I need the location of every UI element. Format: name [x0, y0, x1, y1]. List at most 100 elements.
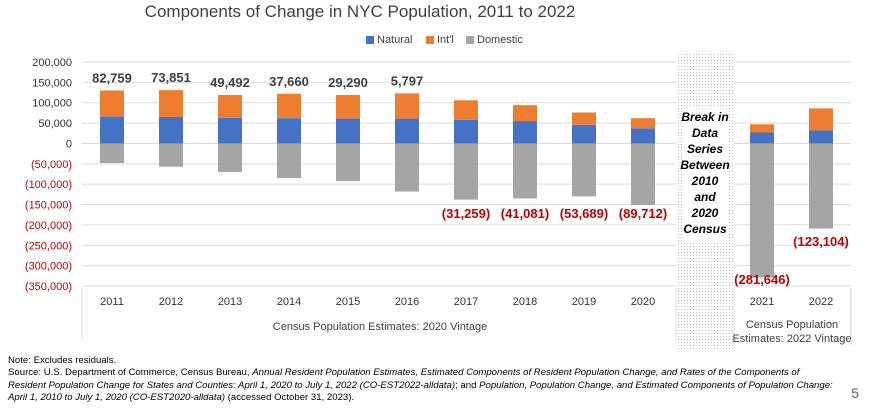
bar-domestic — [454, 143, 478, 200]
x-tick-label: 2022 — [809, 296, 833, 308]
x-tick-label: 2020 — [631, 296, 655, 308]
y-tick-label: 150,000 — [32, 77, 72, 89]
x-tick-label: 2021 — [750, 296, 774, 308]
bar-natural — [750, 132, 774, 144]
y-tick-label: 50,000 — [38, 118, 72, 130]
net-change-label: (31,259) — [442, 206, 490, 221]
footnote: Note: Excludes residuals. Source: U.S. D… — [8, 355, 838, 405]
bar-domestic — [513, 143, 537, 199]
net-change-label: (53,689) — [560, 206, 608, 221]
bar-domestic — [100, 143, 124, 164]
bar-domestic — [572, 143, 596, 197]
bar-natural — [277, 118, 301, 144]
x-tick-label: 2012 — [159, 296, 183, 308]
bar-domestic — [336, 143, 360, 181]
footnote-source-prefix: Source: U.S. Department of Commerce, Cen… — [8, 367, 253, 379]
legend: Natural Int'l Domestic — [0, 34, 883, 50]
bar-intl — [277, 93, 301, 119]
bar-domestic — [277, 143, 301, 179]
break-label-line: Data — [692, 126, 718, 140]
net-change-label: 37,660 — [269, 74, 309, 89]
legend-label-domestic: Domestic — [477, 34, 523, 46]
bar-natural — [395, 118, 419, 144]
bar-natural — [159, 116, 183, 144]
x-tick-label: 2014 — [277, 296, 301, 308]
y-tick-label: (350,000) — [25, 281, 72, 293]
net-change-label: (281,646) — [734, 272, 790, 287]
x-tick-label: 2015 — [336, 296, 360, 308]
y-tick-label: 200,000 — [32, 57, 72, 69]
footnote-note: Note: Excludes residuals. — [8, 355, 117, 366]
legend-swatch-intl — [426, 36, 434, 45]
break-label-line: Census — [683, 222, 727, 236]
group-label-2020-vintage: Census Population Estimates: 2020 Vintag… — [273, 321, 487, 333]
bar-domestic — [159, 143, 183, 167]
x-tick-label: 2017 — [454, 296, 478, 308]
y-tick-label: (150,000) — [25, 200, 72, 212]
bar-intl — [159, 90, 183, 117]
group-label-2022-vintage-line1: Census Population — [746, 319, 838, 331]
legend-swatch-natural — [366, 36, 374, 45]
bar-natural — [631, 128, 655, 144]
legend-label-natural: Natural — [377, 34, 413, 46]
break-label-line: and — [694, 190, 716, 204]
bar-intl — [454, 100, 478, 120]
bar-natural — [336, 118, 360, 144]
page-number: 5 — [851, 385, 859, 401]
bar-natural — [513, 121, 537, 144]
y-tick-label: (300,000) — [25, 261, 72, 273]
y-tick-label: 0 — [66, 138, 72, 150]
bar-intl — [572, 112, 596, 125]
footnote-source-title1: Annual Resident Population Estimates, Es… — [8, 367, 800, 391]
group-label-2022-vintage-line2: Estimates: 2022 Vintage — [732, 333, 851, 345]
footnote-source-title2: Population, Population Change, and Estim… — [8, 379, 833, 404]
bar-intl — [336, 94, 360, 119]
bar-intl — [100, 90, 124, 117]
bar-intl — [750, 124, 774, 133]
legend-label-intl: Int'l — [437, 34, 454, 46]
bar-intl — [631, 118, 655, 129]
bar-natural — [218, 117, 242, 144]
y-tick-label: (100,000) — [25, 179, 72, 191]
y-tick-label: (250,000) — [25, 240, 72, 252]
net-change-label: (123,104) — [793, 234, 849, 249]
bar-natural — [454, 119, 478, 144]
footnote-source-suffix: (accessed October 31, 2023). — [225, 392, 355, 404]
bar-domestic — [631, 143, 655, 205]
y-tick-label: (200,000) — [25, 220, 72, 232]
break-label-line: Between — [680, 158, 729, 172]
bar-intl — [809, 108, 833, 131]
legend-item-intl: Int'l — [426, 34, 454, 46]
bar-natural — [100, 116, 124, 144]
break-label-line: Break in — [681, 110, 728, 124]
bar-intl — [395, 93, 419, 119]
x-tick-label: 2011 — [100, 296, 124, 308]
net-change-label: (41,081) — [501, 206, 549, 221]
y-tick-label: 100,000 — [32, 98, 72, 110]
net-change-label: 5,797 — [391, 73, 424, 88]
net-change-label: (89,712) — [619, 206, 667, 221]
bar-domestic — [218, 143, 242, 172]
x-tick-label: 2019 — [572, 296, 596, 308]
bar-intl — [218, 94, 242, 118]
chart-title: Components of Change in NYC Population, … — [144, 2, 576, 21]
net-change-label: 29,290 — [328, 75, 368, 90]
break-label-box — [682, 106, 728, 242]
footnote-source: Source: U.S. Department of Commerce, Cen… — [8, 367, 838, 404]
break-label-line: 2020 — [691, 206, 719, 220]
net-change-label: 49,492 — [210, 75, 250, 90]
bar-domestic — [750, 143, 774, 278]
footnote-source-mid: ; and — [455, 379, 480, 391]
legend-item-natural: Natural — [366, 34, 412, 46]
break-label-line: Series — [687, 142, 723, 156]
x-tick-label: 2018 — [513, 296, 537, 308]
x-tick-label: 2013 — [218, 296, 242, 308]
bar-natural — [572, 124, 596, 144]
break-label-line: 2010 — [691, 174, 719, 188]
bar-intl — [513, 105, 537, 122]
chart-plot: 200,000 150,000 100,000 50,000 0 (50,000) (100… — [25, 52, 852, 350]
x-tick-label: 2016 — [395, 296, 419, 308]
legend-swatch-domestic — [466, 36, 474, 45]
y-tick-label: (50,000) — [31, 159, 72, 171]
bar-domestic — [809, 143, 833, 229]
